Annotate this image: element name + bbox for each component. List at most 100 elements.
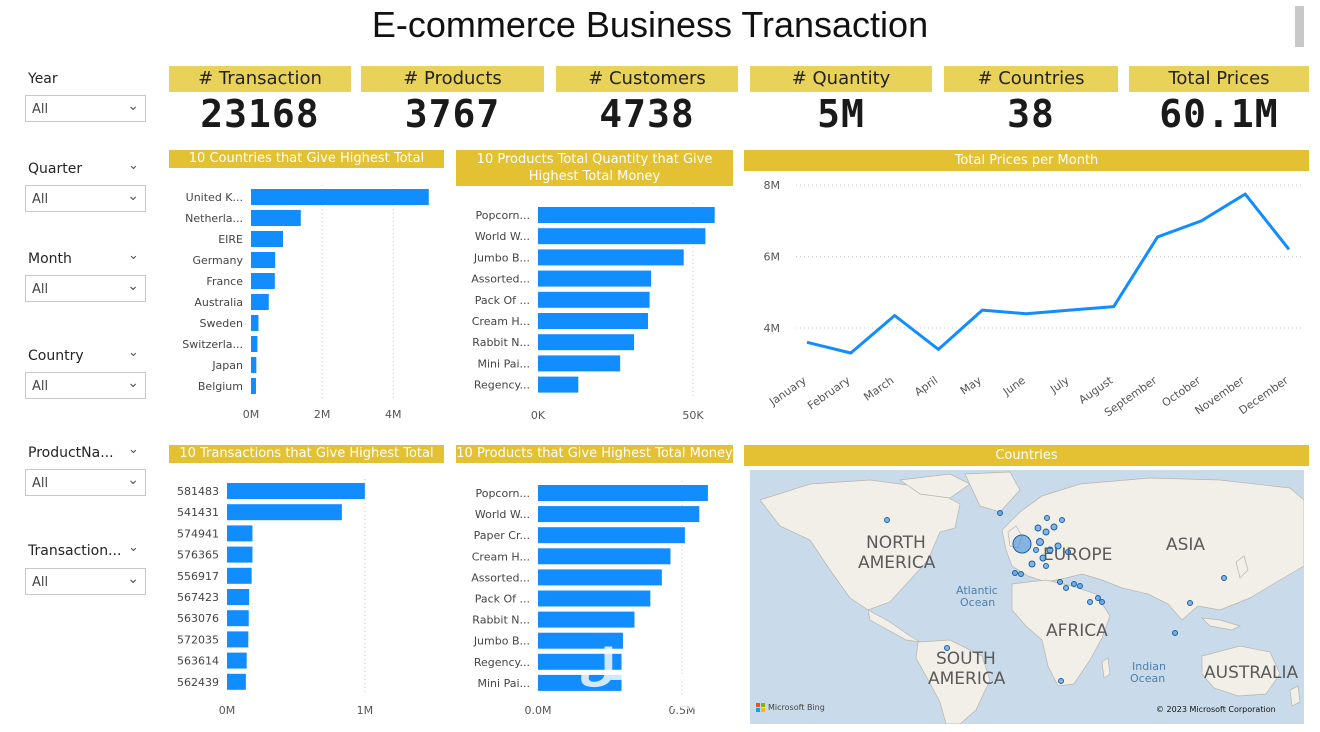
bar[interactable] (251, 294, 269, 310)
bar[interactable] (227, 631, 249, 648)
bar[interactable] (251, 210, 301, 226)
x-tick-label: 0.0M (525, 704, 552, 717)
data-point[interactable] (1287, 247, 1291, 251)
slicer-quarter-dropdown[interactable]: All ⌄ (25, 185, 146, 212)
chevron-down-icon[interactable]: ⌄ (128, 158, 139, 173)
bar[interactable] (538, 355, 621, 372)
chevron-down-icon[interactable]: ⌄ (128, 345, 139, 360)
data-point[interactable] (805, 340, 809, 344)
category-label: 556917 (177, 570, 219, 583)
bar[interactable] (538, 485, 708, 501)
chevron-down-icon[interactable]: ⌄ (128, 540, 139, 555)
bar[interactable] (538, 207, 715, 223)
bar[interactable] (538, 506, 700, 523)
slicer-year-value: All (32, 102, 49, 117)
bar[interactable] (538, 313, 649, 329)
bar[interactable] (538, 569, 662, 586)
bar[interactable] (227, 673, 246, 690)
x-tick-label: January (766, 374, 809, 409)
bar[interactable] (251, 252, 276, 268)
bar[interactable] (251, 315, 259, 331)
bar[interactable] (227, 589, 250, 605)
bing-logo (756, 703, 765, 712)
bar[interactable] (251, 273, 275, 289)
data-point[interactable] (1112, 305, 1116, 309)
category-label: Cream H... (472, 550, 530, 563)
bar[interactable] (251, 378, 256, 394)
bar[interactable] (538, 674, 622, 691)
category-label: Assorted... (471, 571, 530, 584)
bar[interactable] (251, 336, 258, 352)
data-point[interactable] (849, 351, 853, 355)
chevron-down-icon[interactable]: ⌄ (128, 442, 139, 457)
world-map[interactable]: NORTH AMERICA EUROPE ASIA AFRICA SOUTH A… (750, 470, 1304, 724)
category-label: 562439 (177, 676, 219, 689)
bar[interactable] (227, 525, 253, 542)
data-point[interactable] (1199, 219, 1203, 223)
bar[interactable] (227, 652, 247, 669)
bar[interactable] (227, 483, 365, 499)
slicer-productname-dropdown[interactable]: All ⌄ (25, 469, 146, 496)
bar[interactable] (538, 590, 651, 607)
bar-chart-products-quantity[interactable]: 0K 50K Popcorn... World W... Jumbo B... Assor… (456, 190, 733, 424)
slicer-year-dropdown[interactable]: All ⌄ (25, 95, 146, 122)
category-label: Mini Pai... (478, 677, 531, 690)
chart-title-map: Countries (744, 445, 1309, 466)
category-label: Regency... (474, 656, 530, 669)
data-point[interactable] (980, 308, 984, 312)
x-tick-label: August (1076, 373, 1116, 406)
kpi-label: # Customers (556, 66, 738, 92)
kpi-card-customers[interactable]: # Customers 4738 (556, 66, 738, 136)
x-tick-label: 0M (243, 408, 260, 421)
data-point[interactable] (1068, 308, 1072, 312)
bar[interactable] (538, 291, 650, 308)
kpi-card-products[interactable]: # Products 3767 (361, 66, 544, 136)
bar[interactable] (227, 504, 342, 521)
data-point[interactable] (936, 347, 940, 351)
x-tick-label: 0.5M (669, 704, 696, 717)
slicer-transaction-dropdown[interactable]: All ⌄ (25, 568, 146, 595)
chevron-down-icon[interactable]: ⌄ (128, 248, 139, 263)
scrollbar[interactable] (1295, 6, 1304, 47)
bar-chart-transactions[interactable]: 0M 1M 581483 541431 574941 576365 556917 567423… (169, 467, 444, 723)
bar[interactable] (538, 270, 652, 287)
data-point[interactable] (1024, 312, 1028, 316)
bar[interactable] (538, 548, 671, 565)
bar[interactable] (538, 249, 684, 266)
kpi-card-transaction[interactable]: # Transaction 23168 (169, 66, 351, 136)
country-bubbles[interactable] (884, 510, 1227, 684)
bar[interactable] (538, 228, 706, 245)
bar[interactable] (251, 231, 283, 247)
data-point[interactable] (893, 314, 897, 318)
category-label: World W... (475, 230, 530, 243)
x-tick-label: 50K (682, 409, 704, 422)
bar[interactable] (227, 610, 249, 627)
bar[interactable] (538, 611, 635, 628)
kpi-card-total-prices[interactable]: Total Prices 60.1M (1129, 66, 1309, 136)
bar[interactable] (227, 567, 252, 584)
bar[interactable] (227, 546, 253, 563)
bar-chart-countries[interactable]: 0M 2M 4M United K... Netherla... EIRE Germany F… (169, 172, 444, 424)
category-label: France (206, 275, 243, 288)
kpi-card-countries[interactable]: # Countries 38 (944, 66, 1118, 136)
bar[interactable] (251, 189, 429, 205)
x-tick-label: 0K (531, 409, 546, 422)
bar[interactable] (251, 357, 257, 373)
bar[interactable] (538, 527, 685, 544)
bar[interactable] (538, 653, 622, 670)
bar[interactable] (538, 334, 635, 351)
category-label: Cream H... (472, 315, 530, 328)
countries-map[interactable]: NORTH AMERICA EUROPE ASIA AFRICA SOUTH A… (750, 470, 1304, 724)
map-attribution-bing: Microsoft Bing (768, 703, 825, 712)
kpi-card-quantity[interactable]: # Quantity 5M (750, 66, 932, 136)
data-point[interactable] (1156, 235, 1160, 239)
slicer-country-dropdown[interactable]: All ⌄ (25, 372, 146, 399)
chevron-down-icon: ⌄ (127, 375, 139, 391)
bar[interactable] (538, 376, 579, 393)
slicer-transaction-label: Transaction... (28, 543, 122, 559)
slicer-month-dropdown[interactable]: All ⌄ (25, 275, 146, 302)
bar-chart-products-money[interactable]: 0.0M 0.5M Popcorn... World W... Paper Cr... C… (456, 467, 733, 723)
data-point[interactable] (1243, 192, 1247, 196)
bar[interactable] (538, 632, 623, 649)
